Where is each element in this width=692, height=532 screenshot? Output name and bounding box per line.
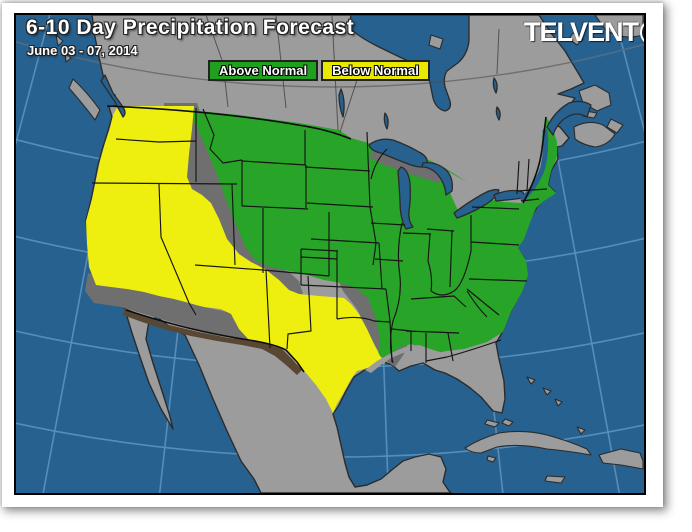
north-america-map [16, 15, 644, 493]
lake-winnipeg [338, 88, 345, 118]
state-borders [91, 108, 548, 364]
gulf-of-st-lawrence [546, 100, 592, 136]
latitude-line-over-land [16, 41, 644, 88]
gulf-coast-strip [365, 345, 459, 373]
lakehead-buffer [369, 151, 444, 183]
isle-of-youth [486, 455, 497, 463]
labrador-islet [568, 32, 584, 46]
forecast-card: 6-10 Day Precipitation Forecast June 03 … [2, 3, 663, 507]
hudson-bay-island [428, 34, 444, 50]
bahamas [554, 398, 563, 407]
lake-erie [453, 188, 500, 219]
bahamas [542, 387, 552, 396]
bahamas [501, 418, 514, 427]
below-normal-region [86, 106, 385, 413]
lake-michigan [397, 166, 414, 230]
canadian-lake [492, 77, 498, 94]
canadian-lake [383, 112, 389, 130]
canadian-lake [495, 106, 501, 121]
bahamas [526, 376, 536, 385]
country-borders [106, 105, 547, 373]
hispaniola [598, 448, 644, 470]
bc-islet [55, 34, 64, 47]
cuba [464, 430, 592, 456]
ontario-peninsula [447, 171, 523, 213]
forecast-map: 6-10 Day Precipitation Forecast June 03 … [14, 13, 646, 495]
vancouver-island [68, 78, 101, 121]
bahamas [576, 426, 586, 435]
cape-breton [606, 118, 624, 134]
jamaica [544, 475, 566, 484]
border-band-much-below [123, 308, 302, 375]
nova-scotia [573, 121, 616, 148]
above-normal-region [189, 110, 557, 360]
florida-keys [484, 419, 500, 428]
lake-huron [421, 161, 453, 196]
